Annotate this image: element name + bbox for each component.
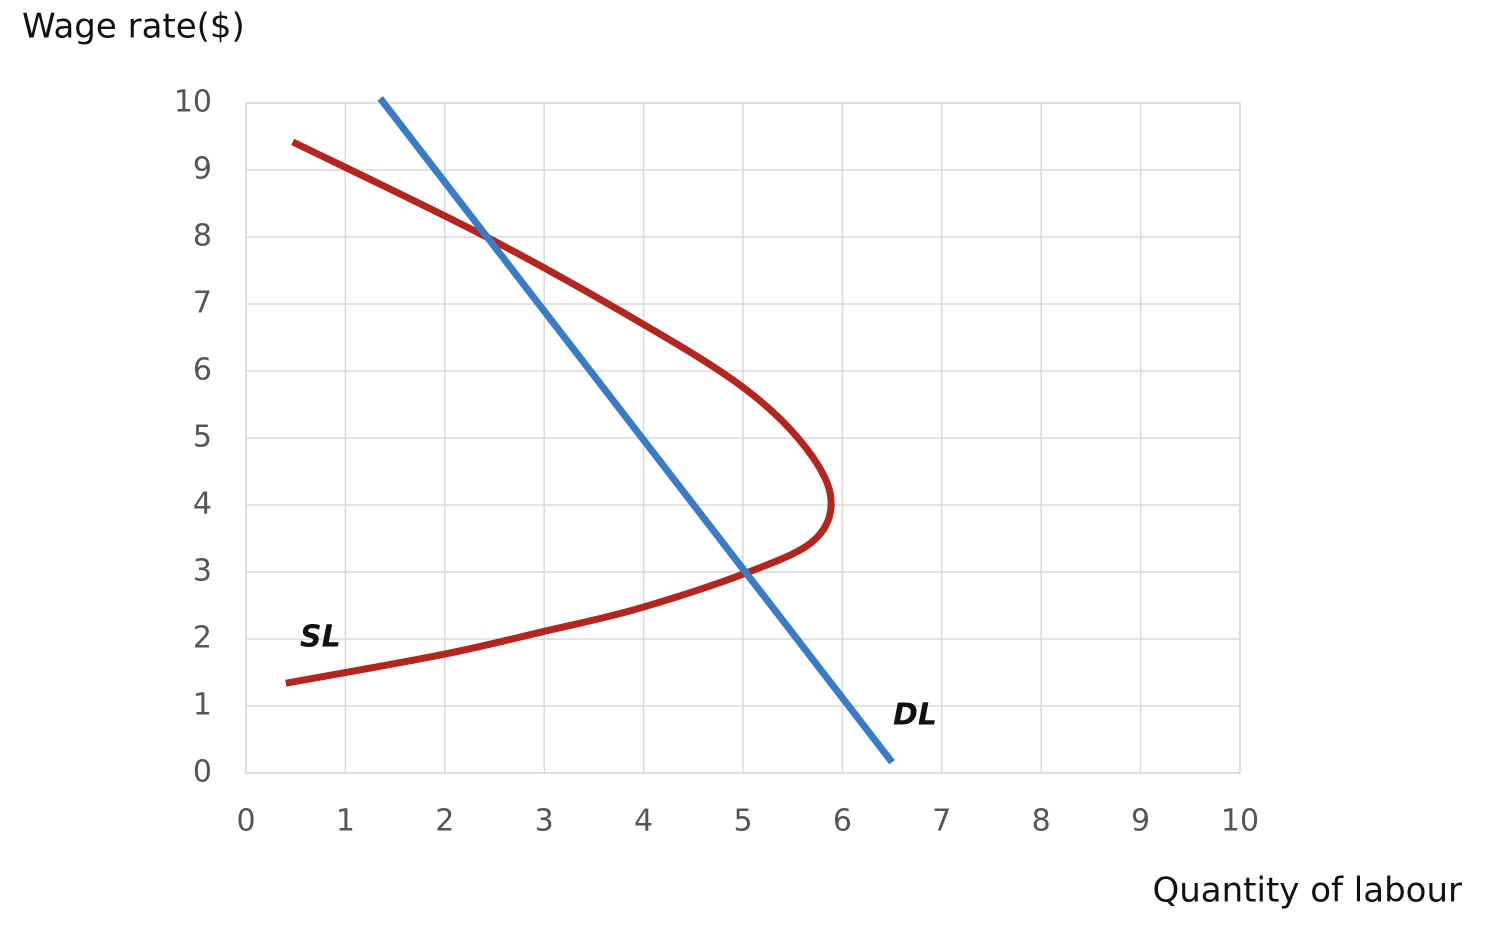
x-tick-label: 8 [1032,804,1051,839]
x-tick-label: 10 [1221,804,1259,839]
line [285,138,835,687]
x-tick-label: 6 [833,804,852,839]
y-axis-title: Wage rate($) [22,7,245,47]
line [377,96,895,765]
y-tick-label: 4 [193,487,212,522]
y-tick-label: 7 [193,286,212,321]
x-axis-title: Quantity of labour [1152,871,1462,911]
y-tick-label: 10 [174,85,212,120]
y-tick-label: 8 [193,219,212,254]
x-tick-label: 9 [1131,804,1150,839]
x-tick-label: 3 [535,804,554,839]
x-tick-label: 4 [634,804,653,839]
x-tick-label: 2 [435,804,454,839]
x-tick-label: 5 [733,804,752,839]
y-tick-label: 9 [193,152,212,187]
x-tick-label: 0 [236,804,255,839]
y-tick-label: 6 [193,353,212,388]
series-label: SL [300,620,341,655]
y-tick-label: 3 [193,554,212,589]
y-tick-label: 1 [193,688,212,723]
x-tick-label: 1 [336,804,355,839]
x-tick-label: 7 [932,804,951,839]
y-tick-label: 5 [193,420,212,455]
series-label: DL [893,698,937,733]
y-tick-label: 2 [193,621,212,656]
y-tick-label: 0 [193,755,212,790]
